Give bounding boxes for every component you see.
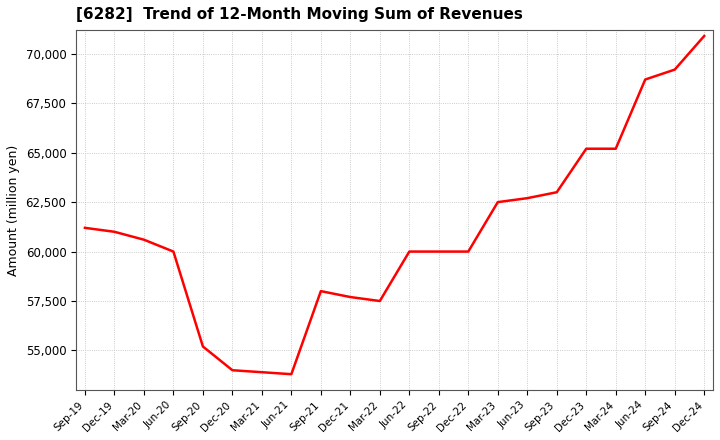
Text: [6282]  Trend of 12-Month Moving Sum of Revenues: [6282] Trend of 12-Month Moving Sum of R… xyxy=(76,7,523,22)
Y-axis label: Amount (million yen): Amount (million yen) xyxy=(7,144,20,275)
